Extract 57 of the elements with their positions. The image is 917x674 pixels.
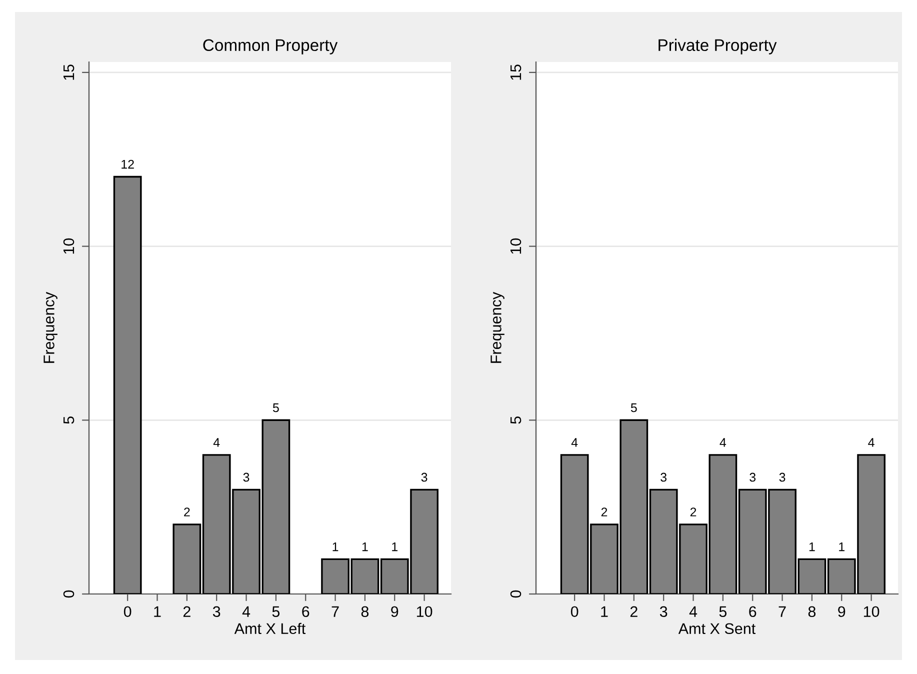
x-tick-label: 2 (183, 606, 190, 617)
y-tick-label: 0 (63, 590, 74, 598)
data-label: 3 (660, 472, 667, 482)
x-tick-label: 2 (630, 606, 638, 617)
data-label: 3 (421, 472, 428, 482)
data-label: 2 (601, 508, 608, 516)
x-tick-label: 0 (570, 606, 578, 618)
y-tick-label: 5 (510, 416, 522, 424)
x-tick-label: 4 (689, 606, 698, 617)
x-axis-title: Amt X Sent (678, 623, 756, 634)
data-label: 1 (392, 542, 398, 552)
bar (113, 176, 142, 594)
x-tick-label: 6 (302, 606, 310, 618)
data-label: 2 (690, 508, 696, 516)
y-axis-title: Frequency (490, 292, 504, 363)
x-tick-label: 10 (416, 606, 432, 618)
x-tick-label: 9 (838, 606, 846, 618)
x-tick-label: 3 (660, 606, 668, 618)
x-tick-label: 8 (808, 606, 816, 618)
y-tick-label: 15 (510, 64, 522, 80)
data-label: 1 (839, 542, 844, 552)
x-tick-label: 1 (154, 606, 161, 617)
x-tick-label: 3 (212, 606, 220, 618)
x-tick-label: 9 (391, 606, 398, 618)
data-label: 3 (750, 472, 756, 482)
data-label: 4 (571, 438, 578, 447)
data-label: 4 (868, 438, 874, 447)
y-tick-label: 15 (64, 64, 74, 80)
x-tick-label: 10 (864, 606, 880, 618)
chart-title: Common Property (203, 39, 338, 54)
x-tick-label: 5 (272, 606, 280, 618)
x-tick-label: 4 (242, 606, 250, 617)
data-label: 5 (272, 403, 279, 412)
data-label: 2 (184, 508, 190, 516)
y-tick-label: 5 (64, 416, 74, 424)
y-tick-label: 10 (63, 238, 74, 254)
x-tick-label: 5 (719, 606, 727, 618)
data-label: 1 (332, 542, 338, 552)
x-axis-title: Amt X Left (234, 622, 306, 634)
x-tick-label: 1 (601, 606, 608, 617)
x-tick-label: 7 (778, 606, 786, 617)
data-label: 1 (809, 542, 815, 552)
data-label: 3 (779, 472, 786, 482)
data-label: 5 (630, 403, 637, 412)
data-label: 1 (362, 542, 368, 552)
data-label: 12 (122, 160, 134, 169)
data-label: 4 (213, 438, 220, 447)
y-tick-label: 0 (510, 590, 522, 598)
x-tick-label: 7 (332, 606, 339, 617)
data-label: 3 (243, 472, 250, 482)
x-tick-label: 8 (361, 606, 369, 618)
y-tick-label: 10 (510, 238, 522, 254)
chart-title: Private Property (658, 38, 777, 54)
x-tick-label: 6 (749, 606, 756, 618)
x-tick-label: 0 (124, 606, 132, 618)
data-label: 4 (720, 438, 726, 447)
y-axis-title: Frequency (44, 292, 58, 363)
